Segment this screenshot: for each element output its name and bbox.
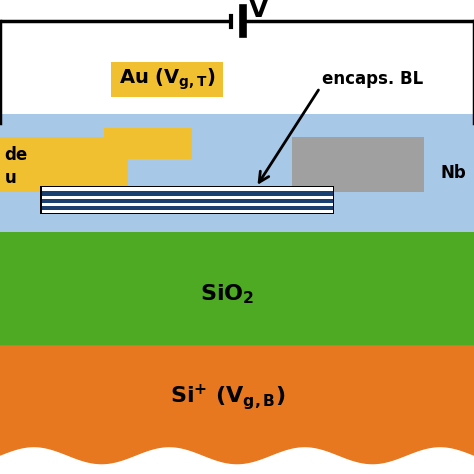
Bar — [42, 187, 333, 213]
Polygon shape — [0, 346, 474, 464]
Bar — [42, 191, 333, 196]
Bar — [42, 199, 333, 203]
Bar — [42, 206, 333, 210]
Text: V: V — [249, 0, 268, 22]
Bar — [104, 128, 192, 159]
Text: Au (V$_{\mathbf{g,T}}$): Au (V$_{\mathbf{g,T}}$) — [118, 66, 215, 92]
Bar — [292, 137, 424, 192]
Bar — [0, 232, 474, 346]
Text: encaps. BL: encaps. BL — [322, 70, 424, 88]
Text: de: de — [5, 146, 28, 164]
Bar — [0, 114, 474, 237]
Text: Si$^{\mathbf{+}}$ (V$_{\mathbf{g,B}}$): Si$^{\mathbf{+}}$ (V$_{\mathbf{g,B}}$) — [170, 383, 285, 413]
Bar — [0, 137, 128, 192]
Text: SiO$_{\mathbf{2}}$: SiO$_{\mathbf{2}}$ — [201, 282, 255, 306]
Text: Nb: Nb — [441, 164, 466, 182]
Bar — [40, 186, 334, 214]
Bar — [111, 62, 223, 97]
Text: u: u — [5, 169, 17, 187]
